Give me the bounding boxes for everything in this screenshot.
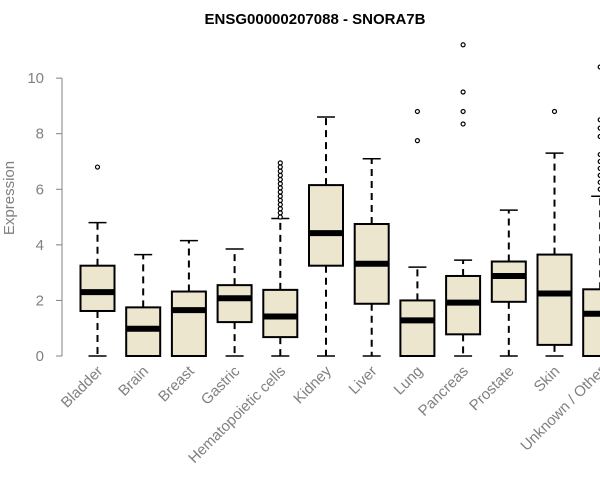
- box-unknown-other: [582, 64, 600, 357]
- box-kidney: [308, 116, 344, 357]
- outlier-point: [277, 185, 283, 191]
- outlier-point: [277, 160, 283, 166]
- chart-title: ENSG00000207088 - SNORA7B: [205, 11, 426, 28]
- iqr-box: [490, 260, 527, 303]
- box-breast: [170, 239, 207, 357]
- boxes-group: [79, 42, 600, 357]
- y-tick-label-2: 2: [36, 292, 44, 309]
- outlier-point: [277, 201, 283, 208]
- outlier-point: [277, 197, 283, 203]
- x-label-gastric: Gastric: [198, 362, 244, 408]
- outlier-point: [460, 89, 466, 95]
- iqr-box: [582, 288, 600, 357]
- iqr-box: [308, 184, 344, 267]
- box-brain: [125, 253, 162, 357]
- outlier-point: [94, 164, 101, 170]
- y-tick-label-4: 4: [36, 237, 44, 254]
- x-label-breast: Breast: [155, 362, 198, 405]
- outlier-point: [277, 164, 283, 170]
- x-label-lung: Lung: [391, 363, 427, 399]
- outlier-point: [414, 138, 420, 144]
- y-axis-label: Expression: [1, 161, 18, 235]
- outlier-point: [277, 181, 283, 187]
- box-bladder: [79, 164, 116, 357]
- box-lung: [399, 108, 436, 357]
- outlier-point: [551, 108, 558, 115]
- outlier-point: [277, 176, 283, 183]
- y-tick-label-8: 8: [36, 126, 44, 143]
- y-tick-label-6: 6: [36, 181, 44, 198]
- box-skin: [536, 108, 573, 357]
- x-label-skin: Skin: [531, 363, 564, 396]
- outlier-point: [277, 214, 283, 220]
- y-axis: 0 2 4 6 8 10: [27, 70, 63, 365]
- outlier-point: [460, 42, 466, 48]
- iqr-box: [536, 253, 573, 346]
- outlier-point: [460, 121, 466, 127]
- y-tick-label-10: 10: [27, 70, 44, 87]
- outlier-point: [277, 189, 283, 195]
- iqr-box: [170, 290, 207, 357]
- x-label-bladder: Bladder: [58, 363, 107, 412]
- box-gastric: [216, 248, 253, 357]
- outlier-point: [277, 210, 283, 216]
- x-label-pancreas: Pancreas: [415, 363, 472, 420]
- outlier-point: [277, 193, 283, 199]
- box-prostate: [490, 209, 527, 357]
- outlier-point: [277, 168, 283, 174]
- iqr-box: [216, 284, 253, 324]
- x-label-prostate: Prostate: [466, 363, 518, 415]
- outlier-point: [414, 108, 420, 115]
- x-label-liver: Liver: [346, 363, 381, 398]
- iqr-box: [262, 288, 299, 339]
- outlier-point: [277, 206, 283, 212]
- box-liver: [353, 157, 390, 357]
- box-hematopoietic-cells: [262, 160, 299, 357]
- iqr-box: [399, 299, 436, 357]
- outlier-point: [460, 108, 466, 115]
- x-label-brain: Brain: [115, 363, 152, 400]
- y-tick-label-0: 0: [36, 348, 44, 365]
- x-label-kidney: Kidney: [290, 362, 335, 407]
- outlier-point: [277, 172, 283, 178]
- iqr-box: [79, 264, 116, 312]
- box-pancreas: [445, 42, 482, 357]
